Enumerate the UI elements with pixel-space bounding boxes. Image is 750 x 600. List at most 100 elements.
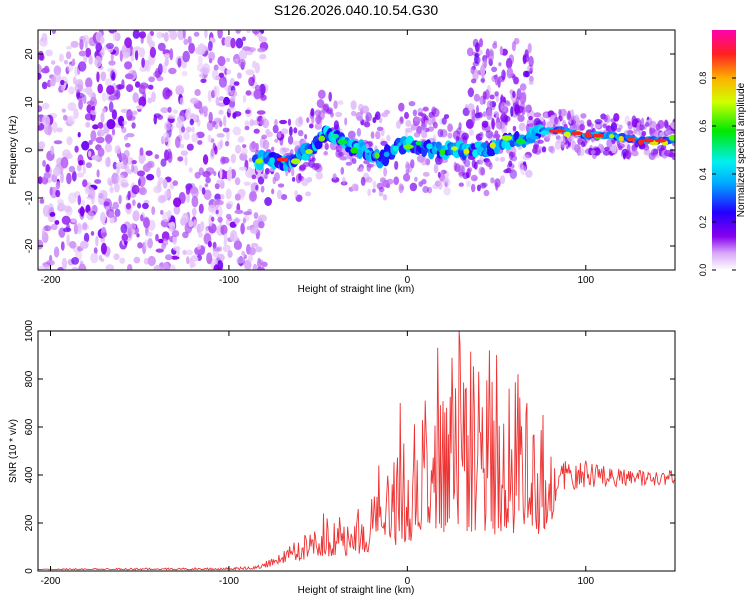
spectrogram-ytick-label: 10 bbox=[24, 96, 35, 108]
spectrogram-cell bbox=[512, 125, 517, 132]
spectrogram-cell bbox=[486, 148, 496, 157]
spectrogram-cell bbox=[155, 67, 161, 79]
spectrogram-cell bbox=[139, 155, 146, 162]
spectrogram-cell bbox=[162, 179, 168, 189]
spectrogram-cell bbox=[111, 172, 120, 185]
spectrogram-cell bbox=[70, 218, 77, 223]
spectrogram-cell bbox=[427, 117, 433, 126]
spectrogram-cell bbox=[274, 119, 278, 127]
spectrogram-cell bbox=[111, 128, 116, 136]
spectrogram-cell bbox=[272, 124, 279, 134]
spectrogram-cell bbox=[52, 121, 58, 134]
spectrogram-cell bbox=[139, 147, 144, 156]
spectrogram-cell bbox=[223, 96, 230, 106]
spectrogram-cell bbox=[168, 30, 174, 34]
spectrogram-cell bbox=[636, 124, 641, 132]
spectrogram-cell bbox=[516, 138, 526, 145]
spectrogram-cell bbox=[471, 116, 476, 125]
spectrogram-cell bbox=[234, 209, 244, 214]
spectrogram-cell bbox=[505, 167, 512, 174]
spectrogram-cell bbox=[499, 45, 504, 56]
snr-ytick-label: 800 bbox=[24, 370, 35, 387]
spectrogram-cell bbox=[63, 227, 72, 233]
colorbar-axes: 0.0 0.2 0.4 0.6 0.8 bbox=[698, 72, 736, 276]
spectrogram-cell bbox=[258, 36, 268, 43]
spectrogram-cell bbox=[97, 193, 105, 206]
spectrogram-cell bbox=[602, 149, 611, 156]
spectrogram-cell bbox=[94, 179, 102, 184]
spectrogram-cell bbox=[88, 139, 93, 145]
spectrogram-cell bbox=[642, 138, 655, 143]
spectrogram-cell bbox=[131, 110, 138, 116]
spectrogram-cell bbox=[302, 162, 311, 167]
spectrogram-cell bbox=[197, 43, 206, 55]
spectrogram-cell bbox=[257, 47, 266, 53]
spectrogram-cell bbox=[218, 109, 224, 115]
spectrogram-cell bbox=[219, 167, 223, 180]
spectrogram-ytick-label: 0 bbox=[24, 147, 35, 153]
spectrogram-cell bbox=[594, 124, 601, 129]
spectrogram-cell bbox=[208, 204, 216, 213]
spectrogram-cell bbox=[182, 249, 187, 256]
spectrogram-cell bbox=[138, 175, 146, 187]
spectrogram-cell bbox=[254, 84, 261, 92]
spectrogram-cell bbox=[474, 112, 481, 119]
spectrogram-cell bbox=[332, 173, 337, 180]
spectrogram-cell bbox=[157, 42, 166, 52]
spectrogram-cell bbox=[76, 92, 85, 99]
spectrogram-cell bbox=[235, 37, 244, 49]
spectrogram-cell bbox=[71, 267, 79, 270]
spectrogram-cell bbox=[264, 168, 270, 175]
spectrogram-cell bbox=[162, 87, 171, 100]
spectrogram-cell bbox=[82, 34, 90, 45]
spectrogram-cell bbox=[508, 54, 515, 65]
spectrogram-cell bbox=[495, 157, 500, 162]
spectrogram-cell bbox=[95, 42, 102, 52]
spectrogram-cell bbox=[248, 247, 256, 256]
spectrogram-cell bbox=[73, 108, 79, 119]
spectrogram-cell bbox=[208, 51, 216, 61]
spectrogram-cell bbox=[205, 176, 211, 184]
spectrogram-cell bbox=[89, 187, 96, 200]
spectrogram-xtick-label: 100 bbox=[577, 275, 594, 286]
spectrogram-cell bbox=[421, 130, 428, 139]
spectrogram-cell bbox=[482, 111, 487, 118]
spectrogram-cell bbox=[114, 145, 122, 155]
spectrogram-cell bbox=[123, 134, 128, 141]
spectrogram-cell bbox=[67, 64, 74, 72]
spectrogram-cell bbox=[172, 180, 178, 186]
spectrogram-cell bbox=[161, 231, 170, 242]
spectrogram-cell bbox=[475, 42, 480, 53]
spectrogram-cell bbox=[136, 105, 144, 110]
spectrogram-cell bbox=[466, 47, 474, 57]
spectrogram-cell bbox=[252, 30, 260, 35]
spectrogram-cell bbox=[236, 256, 245, 264]
spectrogram-cell bbox=[668, 134, 675, 141]
spectrogram-cell bbox=[483, 189, 490, 197]
spectrogram-cell bbox=[162, 238, 169, 247]
spectrogram-cell bbox=[61, 108, 66, 113]
spectrogram-cell bbox=[383, 151, 390, 157]
spectrogram-cell bbox=[254, 62, 260, 74]
spectrogram-cell bbox=[163, 189, 171, 199]
spectrogram-cell bbox=[68, 86, 75, 95]
spectrogram-cell bbox=[90, 252, 99, 264]
spectrogram-cell bbox=[245, 109, 251, 115]
spectrogram-cell bbox=[90, 231, 95, 236]
spectrogram-cell bbox=[76, 164, 82, 172]
spectrogram-cell bbox=[290, 158, 301, 165]
spectrogram-ridge bbox=[251, 124, 675, 172]
spectrogram-cell bbox=[60, 156, 69, 169]
spectrogram-cell bbox=[405, 161, 410, 168]
spectrogram-cell bbox=[403, 144, 414, 149]
spectrogram-cell bbox=[473, 93, 480, 102]
spectrogram-cell bbox=[421, 178, 427, 185]
spectrogram-cell bbox=[253, 128, 260, 134]
spectrogram-cell bbox=[671, 121, 675, 130]
spectrogram-cell bbox=[67, 102, 77, 112]
spectrogram-cell bbox=[55, 181, 61, 190]
spectrogram-cell bbox=[467, 89, 474, 95]
spectrogram-cell bbox=[490, 177, 495, 184]
spectrogram-cell bbox=[151, 91, 156, 103]
